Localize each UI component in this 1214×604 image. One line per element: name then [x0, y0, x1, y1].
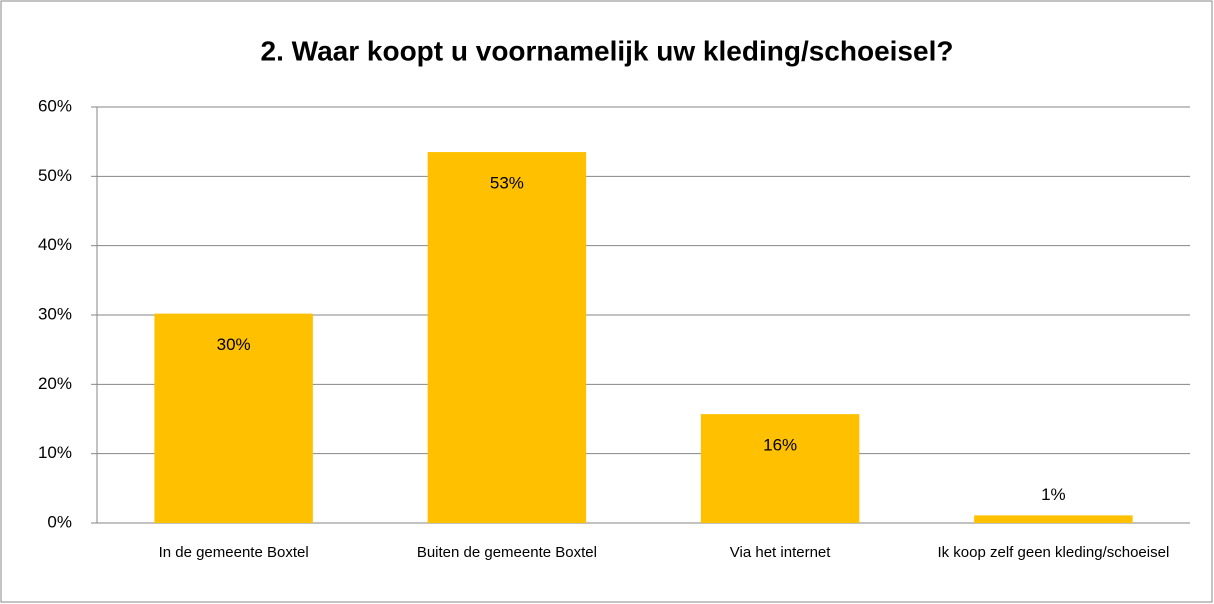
value-label: 53% [490, 174, 524, 193]
x-tick-label: Via het internet [730, 544, 831, 561]
value-label: 1% [1041, 485, 1066, 504]
y-tick-label: 10% [38, 443, 72, 462]
x-tick-label: Buiten de gemeente Boxtel [417, 544, 597, 561]
x-tick-label: Ik koop zelf geen kleding/schoeisel [937, 544, 1169, 561]
y-tick-label: 40% [38, 235, 72, 254]
y-tick-label: 50% [38, 166, 72, 185]
x-tick-label: In de gemeente Boxtel [159, 544, 309, 561]
bar [700, 414, 860, 523]
y-tick-label: 30% [38, 304, 72, 323]
bar [154, 313, 313, 523]
bar [974, 515, 1133, 523]
y-tick-label: 0% [47, 512, 72, 531]
value-label: 30% [217, 335, 251, 354]
y-tick-label: 60% [38, 96, 72, 115]
chart-title: 2. Waar koopt u voornamelijk uw kleding/… [261, 35, 954, 66]
value-label: 16% [763, 436, 797, 455]
bar [427, 152, 587, 524]
y-tick-label: 20% [38, 374, 72, 393]
